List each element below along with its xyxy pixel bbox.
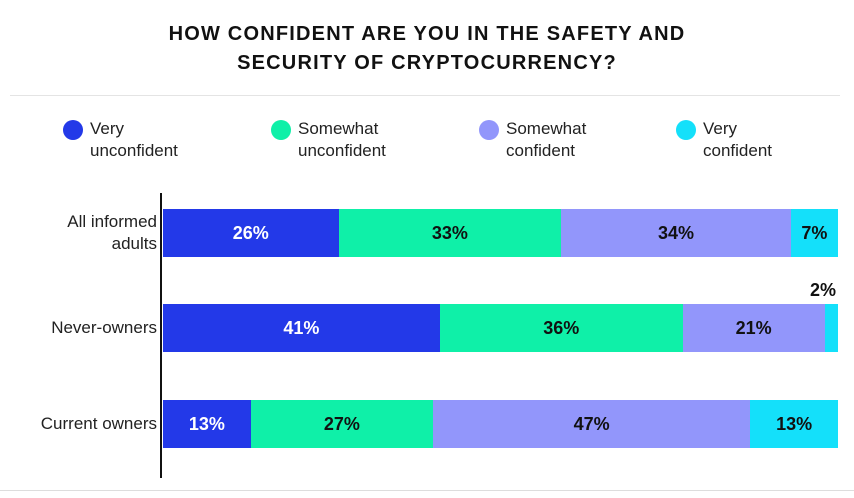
legend-label-line: Very xyxy=(90,119,125,138)
legend-label: Very confident xyxy=(703,118,772,162)
legend-swatch xyxy=(63,120,83,140)
legend-label-line: Somewhat xyxy=(298,119,379,138)
legend-label-line: unconfident xyxy=(90,141,178,160)
legend-swatch xyxy=(676,120,696,140)
category-label-line: Current owners xyxy=(40,414,157,433)
bar-segment: 34% xyxy=(561,209,791,257)
data-label: 26% xyxy=(232,222,269,243)
bottom-divider xyxy=(0,490,854,491)
data-label: 34% xyxy=(657,222,695,243)
legend-label-line: Very xyxy=(703,119,738,138)
bar-segment: 47% xyxy=(433,400,751,448)
legend-item-2: Somewhat unconfident xyxy=(271,118,386,162)
category-label-line: All informed xyxy=(67,212,157,231)
legend-label-line: Somewhat xyxy=(506,119,587,138)
chart-title-line-2: SECURITY OF CRYPTOCURRENCY? xyxy=(237,52,617,74)
data-label: 36% xyxy=(543,317,580,338)
legend-swatch xyxy=(271,120,291,140)
legend-item-1: Very unconfident xyxy=(63,118,178,162)
legend-label: Somewhat unconfident xyxy=(298,118,386,162)
bar-segment xyxy=(824,304,838,352)
legend-label-line: unconfident xyxy=(298,141,386,160)
data-label: 7% xyxy=(801,222,828,243)
data-label: 47% xyxy=(573,413,610,434)
category-label-line: adults xyxy=(111,234,157,253)
chart-title: HOW CONFIDENT ARE YOU IN THE SAFETY AND … xyxy=(0,20,854,78)
bar-segment: 13% xyxy=(750,400,838,448)
data-label: 21% xyxy=(735,317,772,338)
legend-swatch xyxy=(479,120,499,140)
bar-segment: 41% xyxy=(163,304,440,352)
category-label: All informed adults xyxy=(67,211,157,255)
legend-label: Very unconfident xyxy=(90,118,178,162)
data-label: 2% xyxy=(809,280,836,300)
bar-segment: 7% xyxy=(790,209,838,257)
data-label: 13% xyxy=(188,413,225,434)
legend-label: Somewhat confident xyxy=(506,118,586,162)
category-axis-line xyxy=(160,193,162,478)
title-divider xyxy=(10,95,840,96)
bar-segment: 27% xyxy=(250,400,433,448)
category-label: Never-owners xyxy=(51,317,157,339)
bar-segment: 33% xyxy=(338,209,562,257)
legend-item-4: Very confident xyxy=(676,118,772,162)
bar-segment: 26% xyxy=(163,209,339,257)
bar-segment: 13% xyxy=(163,400,251,448)
data-label: 27% xyxy=(323,413,360,434)
data-label: 33% xyxy=(431,222,468,243)
data-label: 41% xyxy=(283,317,320,338)
chart-title-line-1: HOW CONFIDENT ARE YOU IN THE SAFETY AND xyxy=(168,23,686,45)
data-label: 13% xyxy=(776,413,813,434)
legend-label-line: confident xyxy=(506,141,575,160)
category-label: Current owners xyxy=(41,413,157,435)
bar-segment: 21% xyxy=(682,304,825,352)
legend-label-line: confident xyxy=(703,141,772,160)
legend-item-3: Somewhat confident xyxy=(479,118,586,162)
category-label-line: Never-owners xyxy=(51,318,157,337)
bar-segment: 36% xyxy=(439,304,683,352)
